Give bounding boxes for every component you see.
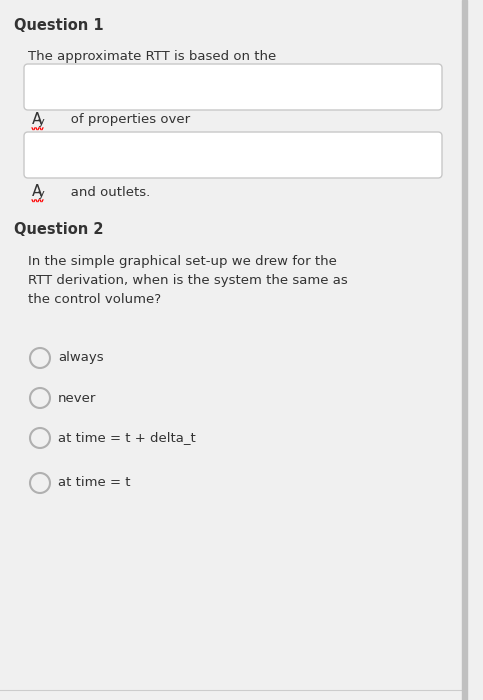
Text: A: A [32,185,43,200]
Text: at time = t: at time = t [58,477,130,489]
Text: Question 2: Question 2 [14,222,103,237]
Text: never: never [58,391,97,405]
FancyBboxPatch shape [24,132,442,178]
Text: always: always [58,351,104,365]
Bar [462,0,467,700]
Text: of properties over: of properties over [58,113,190,127]
Text: A: A [32,113,43,127]
Text: at time = t + delta_t: at time = t + delta_t [58,431,196,444]
Text: y: y [38,189,45,199]
Text: and outlets.: and outlets. [58,186,150,199]
Text: The approximate RTT is based on the: The approximate RTT is based on the [28,50,276,63]
FancyBboxPatch shape [24,64,442,110]
Text: y: y [38,117,45,127]
Text: Question 1: Question 1 [14,18,104,33]
Text: In the simple graphical set-up we drew for the
RTT derivation, when is the syste: In the simple graphical set-up we drew f… [28,255,348,306]
